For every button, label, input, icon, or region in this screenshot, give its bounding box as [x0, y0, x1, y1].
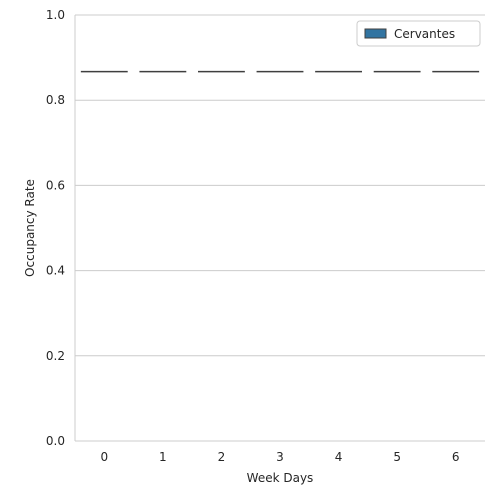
- legend-swatch: [364, 28, 387, 39]
- y-tick-label: 1.0: [46, 8, 65, 22]
- x-tick-label: 4: [335, 450, 343, 464]
- x-tick-label: 2: [218, 450, 226, 464]
- y-tick-label: 0.8: [46, 93, 65, 107]
- x-axis-label: Week Days: [247, 471, 314, 485]
- y-tick-label: 0.4: [46, 264, 65, 278]
- gridlines: [75, 14, 485, 442]
- legend-label: Cervantes: [394, 27, 455, 41]
- legend-frame: [356, 20, 481, 47]
- y-tick-label: 0.6: [46, 178, 65, 192]
- y-axis-label: Occupancy Rate: [23, 179, 37, 277]
- x-tick-label: 5: [393, 450, 401, 464]
- y-tick-label: 0.0: [46, 434, 65, 448]
- legend: Cervantes: [356, 20, 481, 47]
- x-tick-label: 0: [100, 450, 108, 464]
- y-tick-label: 0.2: [46, 349, 65, 363]
- x-tick-label: 3: [276, 450, 284, 464]
- y-ticks: 0.0 0.2 0.4 0.6 0.8 1.0: [46, 8, 65, 448]
- x-tick-label: 6: [452, 450, 460, 464]
- x-ticks: 0 1 2 3 4 5 6: [100, 450, 459, 464]
- x-tick-label: 1: [159, 450, 167, 464]
